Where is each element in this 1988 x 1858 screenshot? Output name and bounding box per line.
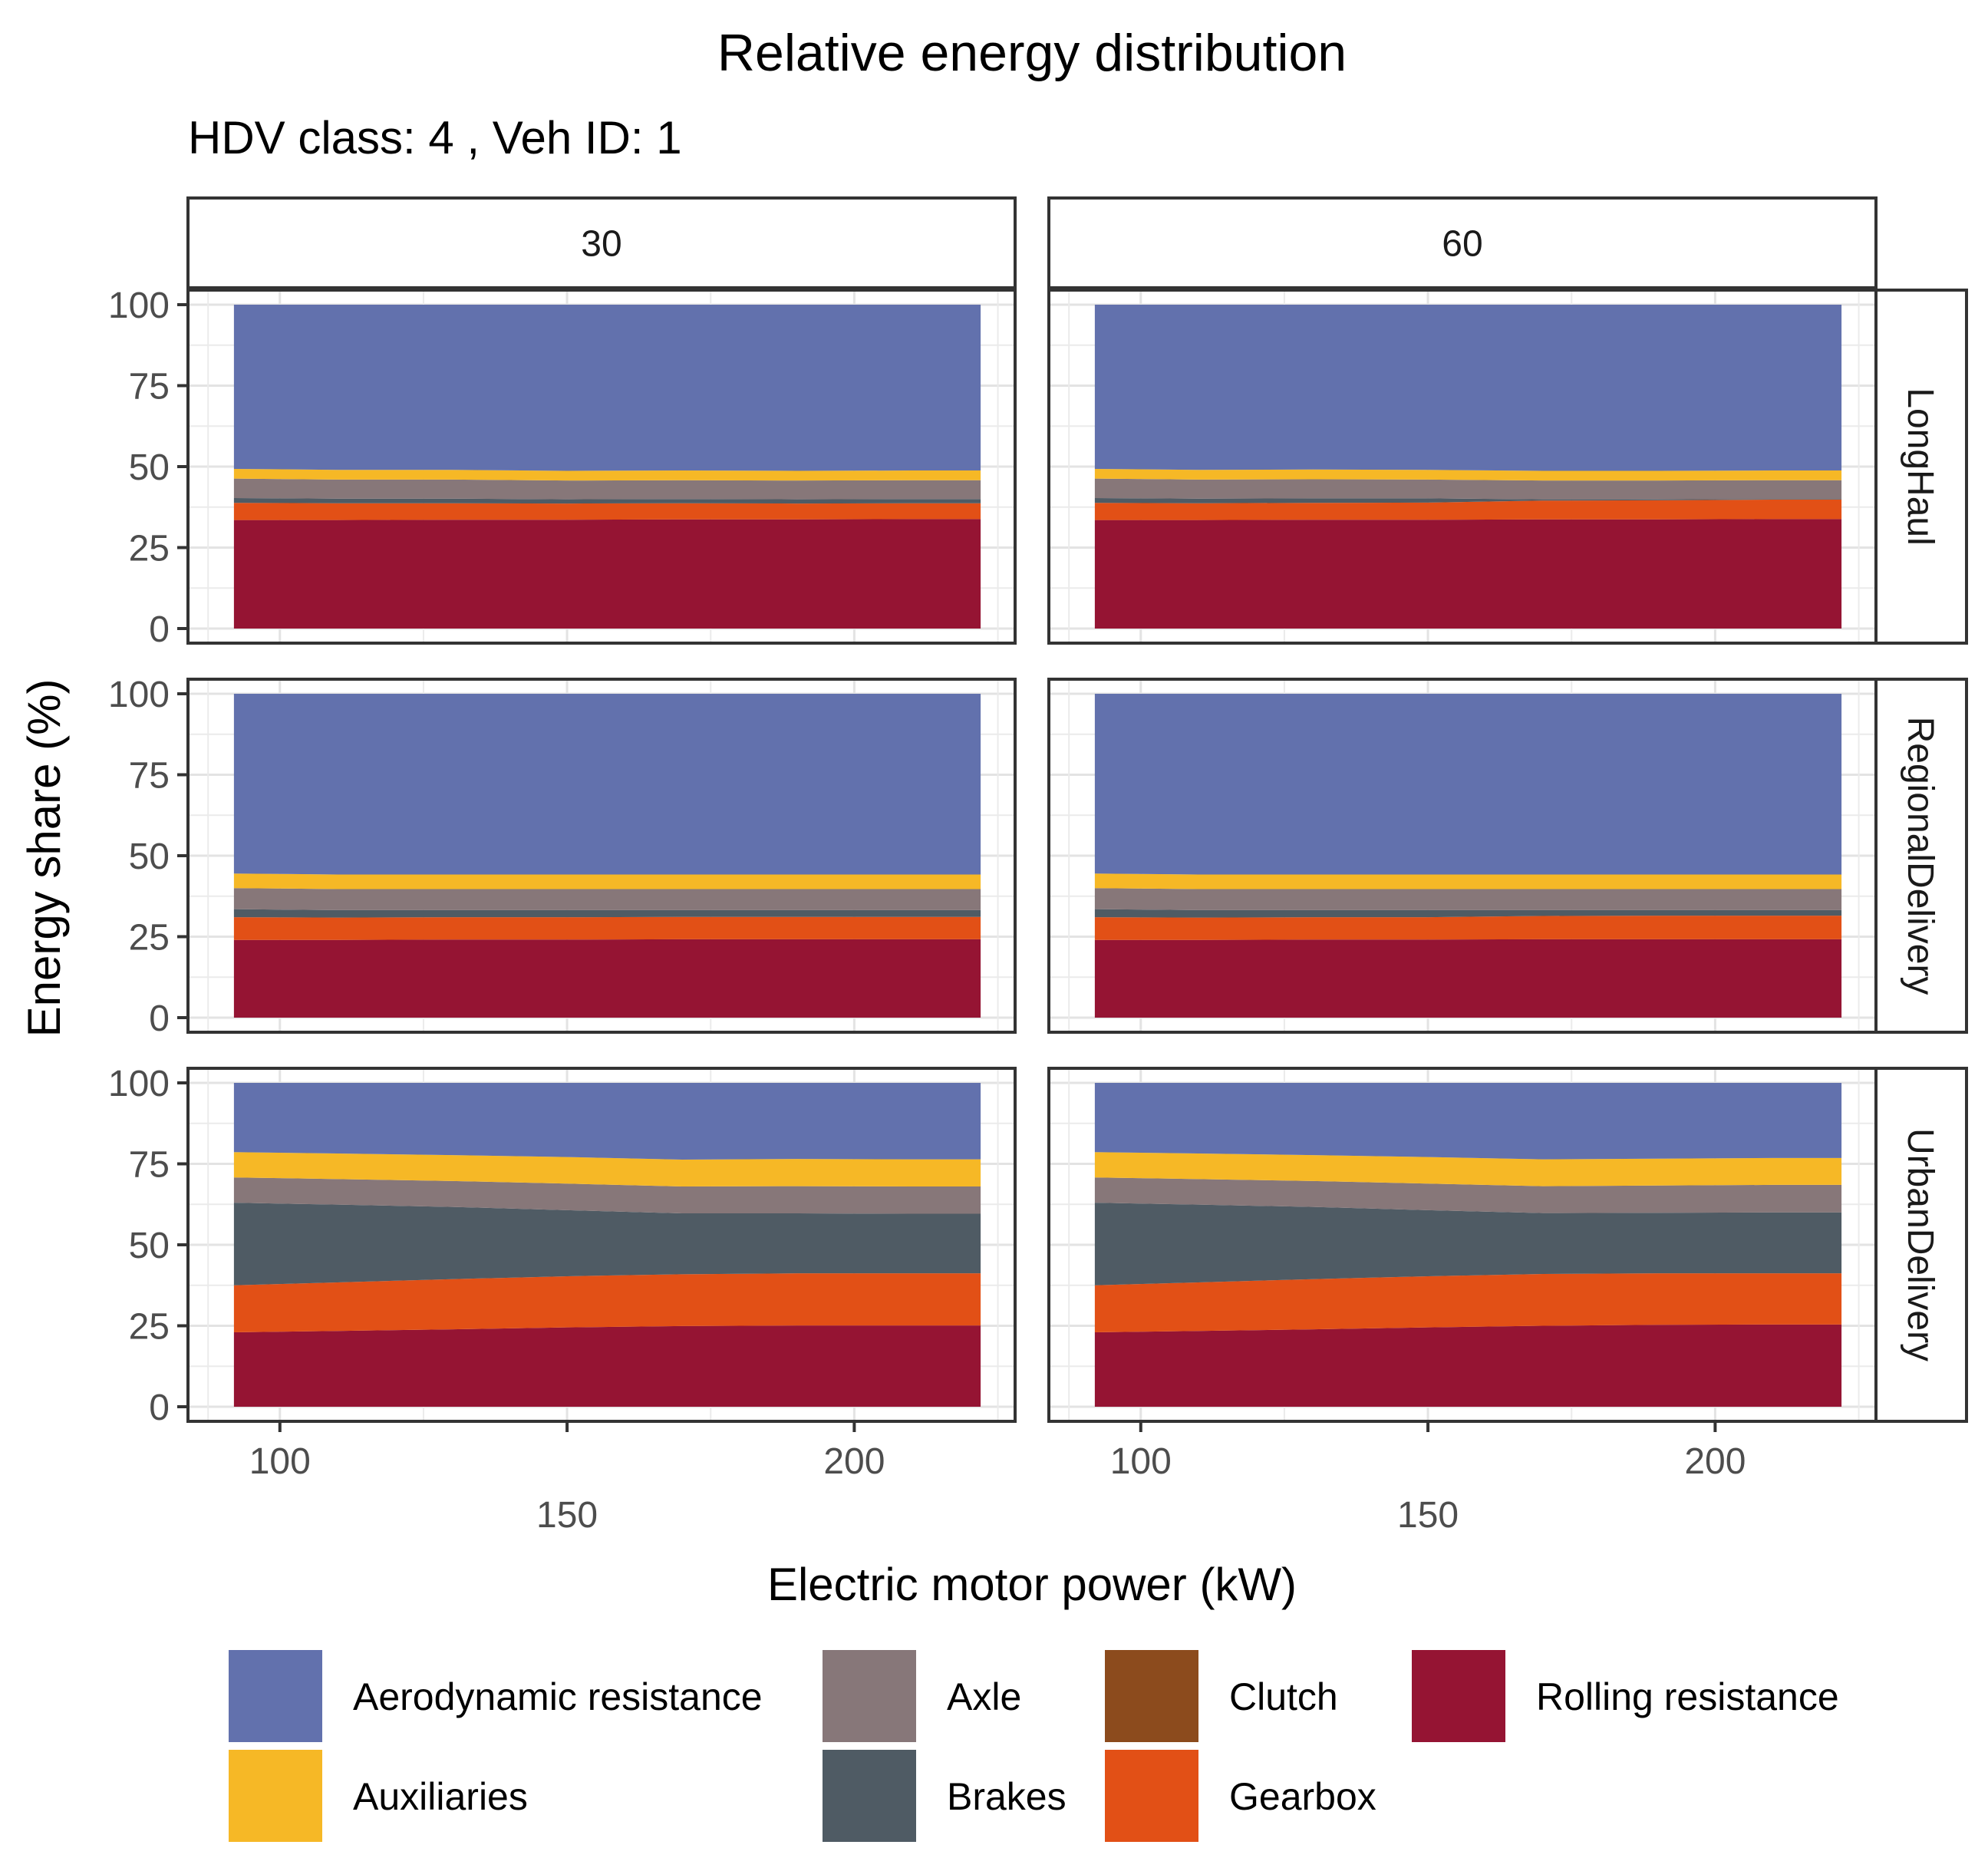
x-tick-label: 150 <box>536 1495 598 1536</box>
legend-label-rolling-resistance: Rolling resistance <box>1536 1675 1839 1718</box>
area-axle-panel-60-regionaldelivery <box>1094 888 1842 910</box>
area-gearbox-panel-60-regionaldelivery <box>1094 916 1842 940</box>
area-brakes-panel-60-longhaul <box>1094 497 1842 503</box>
x-axis-title: Electric motor power (kW) <box>767 1559 1297 1610</box>
area-auxiliaries-panel-30-regionaldelivery <box>233 873 981 889</box>
x-tick-label: 100 <box>1110 1441 1172 1482</box>
panel-30-regionaldelivery <box>186 678 1017 1034</box>
area-brakes-panel-60-regionaldelivery <box>1094 909 1842 918</box>
chart-title: Relative energy distribution <box>717 24 1347 82</box>
column-strip-60 <box>1047 196 1878 289</box>
y-tick-label: 75 <box>129 1144 170 1185</box>
y-tick-label: 25 <box>129 918 170 959</box>
row-strip-label-regionaldelivery: RegionalDelivery <box>1900 717 1940 995</box>
y-tick-label: 100 <box>108 1064 170 1104</box>
area-axle-panel-60-urbandelivery <box>1094 1177 1842 1213</box>
legend-key-aerodynamic-resistance <box>229 1650 322 1742</box>
area-axle-panel-30-urbandelivery <box>233 1177 981 1214</box>
y-tick-label: 100 <box>108 285 170 326</box>
row-strip-urbandelivery <box>1874 1067 1968 1423</box>
area-gearbox-panel-30-urbandelivery <box>233 1273 981 1332</box>
y-tick-label: 75 <box>129 755 170 796</box>
area-brakes-panel-30-regionaldelivery <box>233 909 981 918</box>
area-aerodynamic-resistance-panel-30-regionaldelivery <box>233 693 981 875</box>
area-brakes-panel-60-urbandelivery <box>1094 1203 1842 1285</box>
legend-label-aerodynamic-resistance: Aerodynamic resistance <box>353 1675 763 1718</box>
y-tick-label: 25 <box>129 529 170 569</box>
area-rolling-resistance-panel-30-regionaldelivery <box>233 939 981 1018</box>
area-aerodynamic-resistance-panel-30-longhaul <box>233 304 981 471</box>
area-gearbox-panel-60-urbandelivery <box>1094 1273 1842 1332</box>
panel-60-urbandelivery <box>1047 1067 1878 1423</box>
panel-60-longhaul <box>1047 289 1878 645</box>
area-brakes-panel-30-longhaul <box>233 497 981 504</box>
row-strip-label-urbandelivery: UrbanDelivery <box>1900 1128 1940 1361</box>
area-aerodynamic-resistance-panel-60-regionaldelivery <box>1094 693 1842 875</box>
legend-key-brakes <box>823 1750 916 1842</box>
panel-30-urbandelivery <box>186 1067 1017 1423</box>
area-auxiliaries-panel-30-urbandelivery <box>233 1152 981 1187</box>
area-axle-panel-60-longhaul <box>1094 478 1842 500</box>
area-auxiliaries-panel-60-regionaldelivery <box>1094 873 1842 889</box>
legend-key-axle <box>823 1650 916 1742</box>
legend-key-gearbox <box>1105 1750 1198 1842</box>
y-tick-label: 0 <box>149 609 170 650</box>
y-tick-label: 75 <box>129 366 170 407</box>
area-auxiliaries-panel-30-longhaul <box>233 468 981 481</box>
row-strip-label-longhaul: LongHaul <box>1900 388 1940 546</box>
y-tick-label: 50 <box>129 1226 170 1266</box>
y-tick-label: 25 <box>129 1307 170 1348</box>
area-aerodynamic-resistance-panel-60-urbandelivery <box>1094 1082 1842 1160</box>
area-rolling-resistance-panel-30-urbandelivery <box>233 1325 981 1408</box>
y-tick-label: 50 <box>129 837 170 877</box>
column-strip-label-30: 30 <box>581 224 621 265</box>
legend-label-axle: Axle <box>947 1675 1021 1718</box>
legend-label-gearbox: Gearbox <box>1229 1775 1376 1818</box>
legend-label-auxiliaries: Auxiliaries <box>353 1775 528 1818</box>
x-tick-label: 200 <box>823 1441 885 1482</box>
axes: 0 25 50 75 100 0 25 50 75 100 0 25 50 75 100 100 150 200 1… <box>108 285 1746 1536</box>
legend: Aerodynamic resistance Auxiliaries Axle Bra… <box>229 1650 1839 1842</box>
area-aerodynamic-resistance-panel-60-longhaul <box>1094 304 1842 471</box>
area-brakes-panel-30-urbandelivery <box>233 1203 981 1285</box>
area-axle-panel-30-longhaul <box>233 478 981 500</box>
chart-subtitle: HDV class: 4 , Veh ID: 1 <box>188 112 682 163</box>
legend-key-auxiliaries <box>229 1750 322 1842</box>
x-tick-label: 150 <box>1397 1495 1459 1536</box>
y-tick-label: 100 <box>108 675 170 715</box>
facet-strips: 30 60 LongHaul RegionalDelivery UrbanDeliver… <box>186 196 1968 1423</box>
y-tick-label: 50 <box>129 447 170 488</box>
y-tick-label: 0 <box>149 1388 170 1428</box>
y-axis-title: Energy share (%) <box>18 679 70 1038</box>
area-auxiliaries-panel-60-longhaul <box>1094 468 1842 481</box>
column-strip-label-60: 60 <box>1442 224 1482 265</box>
area-axle-panel-30-regionaldelivery <box>233 888 981 910</box>
x-tick-label: 100 <box>249 1441 311 1482</box>
legend-label-clutch: Clutch <box>1229 1675 1338 1718</box>
legend-key-rolling-resistance <box>1412 1650 1505 1742</box>
panel-grid <box>186 289 1878 1423</box>
x-tick-label: 200 <box>1684 1441 1746 1482</box>
area-aerodynamic-resistance-panel-30-urbandelivery <box>233 1082 981 1160</box>
row-strip-regionaldelivery <box>1874 678 1968 1034</box>
area-rolling-resistance-panel-30-longhaul <box>233 519 981 629</box>
column-strip-30 <box>186 196 1017 289</box>
y-tick-label: 0 <box>149 998 170 1039</box>
legend-label-brakes: Brakes <box>947 1775 1067 1818</box>
area-gearbox-panel-60-longhaul <box>1094 500 1842 520</box>
area-gearbox-panel-30-regionaldelivery <box>233 916 981 940</box>
area-rolling-resistance-panel-60-urbandelivery <box>1094 1324 1842 1408</box>
area-rolling-resistance-panel-60-longhaul <box>1094 519 1842 629</box>
area-auxiliaries-panel-60-urbandelivery <box>1094 1152 1842 1186</box>
area-rolling-resistance-panel-60-regionaldelivery <box>1094 939 1842 1018</box>
panel-30-longhaul <box>186 289 1017 645</box>
legend-key-clutch <box>1105 1650 1198 1742</box>
row-strip-longhaul <box>1874 289 1968 645</box>
panel-60-regionaldelivery <box>1047 678 1878 1034</box>
area-gearbox-panel-30-longhaul <box>233 503 981 520</box>
